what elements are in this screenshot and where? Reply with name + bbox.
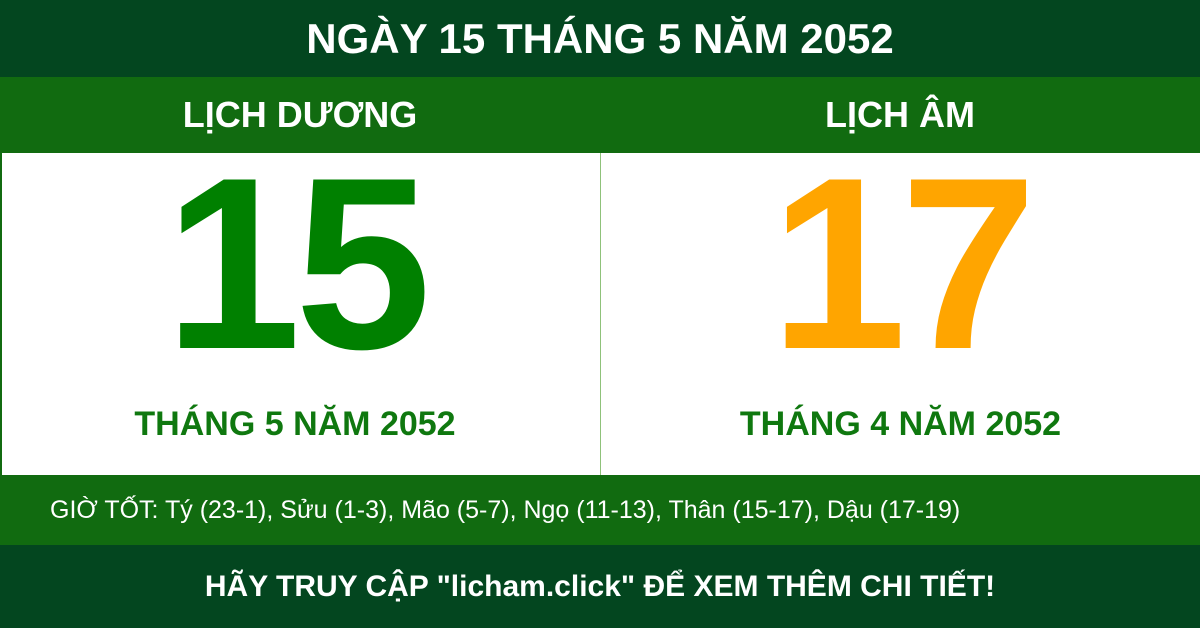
good-hours: GIỜ TỐT: Tý (23-1), Sửu (1-3), Mão (5-7)… [0, 475, 1200, 545]
lunar-label: LỊCH ÂM [825, 94, 975, 135]
page-title: NGÀY 15 THÁNG 5 NĂM 2052 [0, 0, 1200, 77]
solar-panel: 15 THÁNG 5 NĂM 2052 [2, 141, 601, 475]
solar-day: 15 [164, 126, 432, 400]
solar-month-year: THÁNG 5 NĂM 2052 [134, 405, 456, 443]
calendar-body: 15 THÁNG 5 NĂM 2052 17 THÁNG 4 NĂM 2052 [0, 141, 1200, 475]
lunar-panel: 17 THÁNG 4 NĂM 2052 [601, 141, 1200, 475]
footer-cta: HÃY TRUY CẬP "licham.click" ĐỂ XEM THÊM … [0, 545, 1200, 628]
calendar-header: LỊCH DƯƠNG LỊCH ÂM [0, 77, 1200, 153]
solar-label: LỊCH DƯƠNG [182, 94, 418, 135]
lunar-month-year: THÁNG 4 NĂM 2052 [739, 405, 1062, 443]
lunar-day: 17 [770, 126, 1037, 400]
